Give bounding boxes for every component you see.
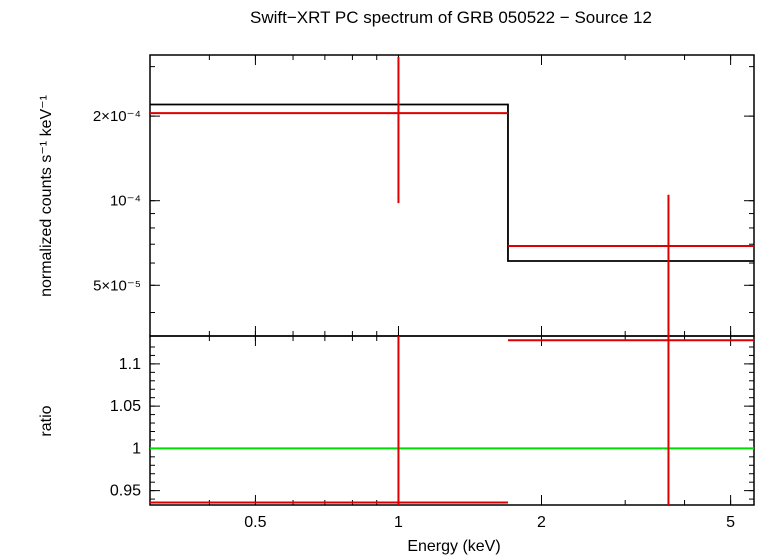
ratio-frame — [149, 335, 755, 506]
axes-layer: 0.5 1 2 5 5×10⁻⁵ 10⁻⁴ 2×10⁻⁴ 0.95 1 1.05 1.1 — [93, 54, 755, 531]
y-tick-label: 1.05 — [110, 398, 141, 415]
y-axis-label-ratio: ratio — [38, 405, 55, 436]
x-axis-label: Energy (keV) — [407, 538, 500, 555]
y-tick-label: 2×10⁻⁴ — [93, 108, 141, 125]
x-tick-label: 5 — [726, 514, 735, 531]
x-tick-label: 0.5 — [244, 514, 266, 531]
spectrum-frame — [149, 54, 755, 337]
x-tick-label: 1 — [394, 514, 403, 531]
y-tick-label: 1.1 — [119, 356, 141, 373]
y-axis-label-spectrum: normalized counts s⁻¹ keV⁻¹ — [38, 95, 55, 297]
data-layer — [150, 56, 754, 505]
y-tick-label: 0.95 — [110, 483, 141, 500]
y-tick-label: 10⁻⁴ — [110, 193, 141, 210]
x-tick-label: 2 — [537, 514, 546, 531]
y-tick-label: 1 — [132, 440, 141, 457]
chart-title: Swift−XRT PC spectrum of GRB 050522 − So… — [250, 8, 652, 27]
y-tick-label: 5×10⁻⁵ — [93, 277, 141, 294]
model-step-line — [150, 103, 754, 262]
